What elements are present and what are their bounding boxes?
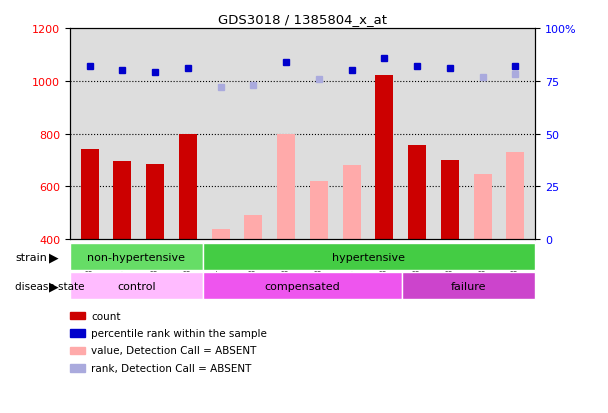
Bar	[441, 161, 459, 240]
Text: disease state: disease state	[15, 281, 85, 291]
Text: strain: strain	[15, 252, 47, 262]
Bar	[179, 134, 197, 240]
Bar	[113, 162, 131, 240]
Bar	[203, 273, 402, 299]
Bar	[146, 164, 164, 240]
Bar	[81, 150, 98, 240]
Text: ▶: ▶	[49, 251, 58, 263]
Text: count: count	[91, 311, 121, 321]
Bar	[375, 76, 393, 240]
Title: GDS3018 / 1385804_x_at: GDS3018 / 1385804_x_at	[218, 13, 387, 26]
Bar	[474, 175, 492, 240]
Text: ▶: ▶	[49, 280, 58, 292]
Bar	[277, 134, 295, 240]
Text: compensated: compensated	[264, 281, 340, 291]
Bar	[70, 244, 203, 271]
Bar	[70, 273, 203, 299]
Bar	[212, 229, 230, 240]
Text: hypertensive: hypertensive	[333, 252, 406, 262]
Text: value, Detection Call = ABSENT: value, Detection Call = ABSENT	[91, 346, 257, 356]
Bar	[310, 182, 328, 240]
Text: percentile rank within the sample: percentile rank within the sample	[91, 328, 267, 338]
Bar	[203, 244, 535, 271]
Bar	[244, 216, 263, 240]
Bar	[342, 166, 361, 240]
Bar	[408, 146, 426, 240]
Bar	[402, 273, 535, 299]
Text: non-hypertensive: non-hypertensive	[88, 252, 185, 262]
Text: control: control	[117, 281, 156, 291]
Text: failure: failure	[451, 281, 486, 291]
Text: rank, Detection Call = ABSENT: rank, Detection Call = ABSENT	[91, 363, 252, 373]
Bar	[506, 153, 524, 240]
